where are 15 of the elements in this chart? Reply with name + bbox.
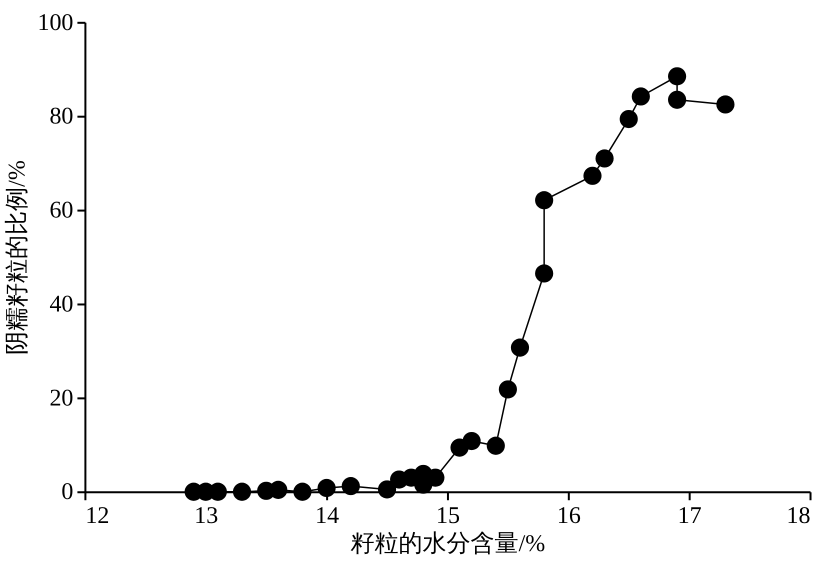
y-tick-label: 60 — [49, 198, 74, 224]
x-tick-label: 17 — [678, 503, 702, 530]
x-tick-label: 12 — [85, 503, 110, 530]
y-tick-label: 0 — [61, 479, 74, 506]
x-axis-title: 籽粒的水分含量/% — [350, 531, 546, 558]
y-tick-label: 80 — [49, 104, 74, 130]
x-tick-label: 16 — [556, 503, 581, 530]
x-tick-label: 13 — [194, 503, 218, 530]
y-axis-title: 阴糯籽粒的比例/% — [4, 160, 30, 355]
y-tick-label: 100 — [37, 10, 74, 36]
y-tick-label: 20 — [49, 385, 74, 412]
x-tick-label: 14 — [315, 503, 340, 530]
x-tick-label: 18 — [786, 503, 811, 530]
y-tick-label: 40 — [49, 291, 74, 318]
x-tick-label: 15 — [436, 503, 460, 530]
